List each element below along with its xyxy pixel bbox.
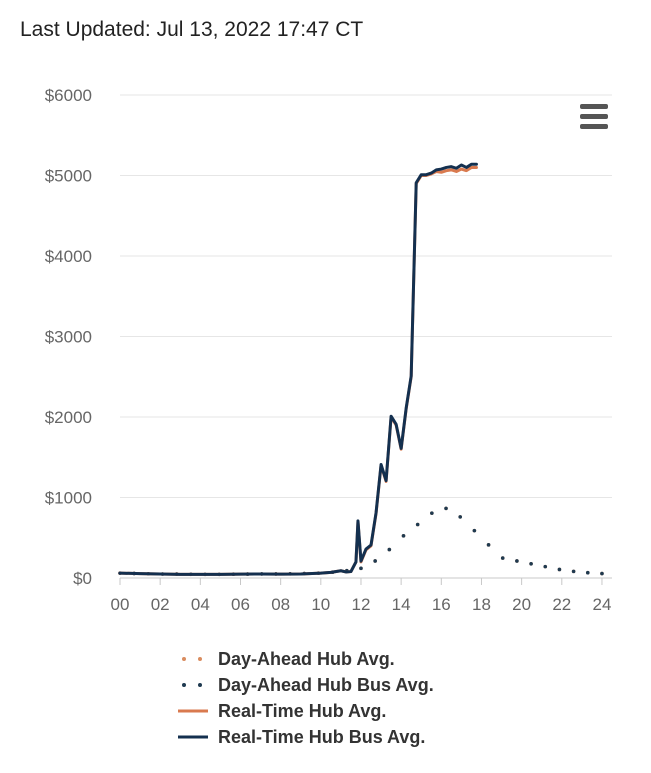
hamburger-bar [580,124,608,129]
x-tick-label: 16 [432,595,451,614]
series-line-2 [118,165,478,576]
legend-item-day-ahead-hub[interactable]: Day-Ahead Hub Avg. [176,646,434,672]
x-tick-label: 06 [231,595,250,614]
legend-swatch-line-icon [178,709,208,713]
hamburger-bar [580,104,608,109]
y-tick-label: $0 [73,569,92,588]
data-point [543,564,548,569]
x-axis: 00 02 04 06 08 10 12 14 16 18 20 22 24 [111,577,612,614]
data-point [472,528,477,533]
data-point [444,506,448,511]
chart-legend: Day-Ahead Hub Avg. Day-Ahead Hub Bus Avg… [176,646,434,750]
data-point [359,566,363,571]
last-updated-text: Last Updated: Jul 13, 2022 17:47 CT [20,18,364,41]
legend-item-day-ahead-hub-bus[interactable]: Day-Ahead Hub Bus Avg. [176,672,434,698]
hamburger-bar [580,114,608,119]
series-line-3 [118,162,478,576]
data-point [415,522,420,527]
y-tick-label: $3000 [45,328,92,347]
x-tick-label: 10 [311,595,330,614]
data-point [600,571,604,576]
data-point [401,534,406,538]
legend-dot [182,657,186,661]
series-layer [118,162,604,577]
data-point [515,559,519,563]
x-tick-label: 20 [512,595,531,614]
legend-item-real-time-hub[interactable]: Real-Time Hub Avg. [176,698,434,724]
legend-swatch-dotted-icon [182,683,202,687]
y-tick-label: $4000 [45,247,92,266]
data-point [500,556,505,560]
data-point [458,515,463,519]
legend-swatch-line-icon [178,735,208,739]
x-tick-label: 24 [592,595,611,614]
legend-dot [198,657,202,661]
y-axis: $0 $1000 $2000 $3000 $4000 $5000 $6000 [45,86,92,588]
data-point [486,543,491,547]
legend-dot [198,683,202,687]
x-tick-label: 00 [111,595,130,614]
y-tick-label: $5000 [45,167,92,186]
data-point [585,570,590,575]
y-tick-label: $6000 [45,86,92,105]
data-point [557,567,562,572]
legend-label-real-time-hub: Real-Time Hub Avg. [218,701,387,721]
x-tick-label: 02 [151,595,170,614]
x-tick-label: 12 [352,595,371,614]
legend-label-day-ahead-hub: Day-Ahead Hub Avg. [218,649,395,669]
x-tick-label: 08 [271,595,290,614]
data-point [373,559,377,563]
x-tick-label: 18 [472,595,491,614]
legend-dot [182,683,186,687]
grid-layer [120,94,612,498]
legend-item-real-time-hub-bus[interactable]: Real-Time Hub Bus Avg. [176,724,434,750]
y-tick-label: $1000 [45,489,92,508]
data-point [571,569,576,574]
y-tick-label: $2000 [45,408,92,427]
data-point [430,511,434,515]
x-tick-label: 22 [552,595,571,614]
x-tick-label: 04 [191,595,210,614]
legend-label-day-ahead-hub-bus: Day-Ahead Hub Bus Avg. [218,675,434,695]
data-point [387,547,392,552]
chart-menu-button[interactable] [576,102,612,132]
x-tick-label: 14 [392,595,411,614]
legend-swatch-dotted-icon [182,657,202,661]
data-point [529,561,533,566]
legend-label-real-time-hub-bus: Real-Time Hub Bus Avg. [218,727,426,747]
